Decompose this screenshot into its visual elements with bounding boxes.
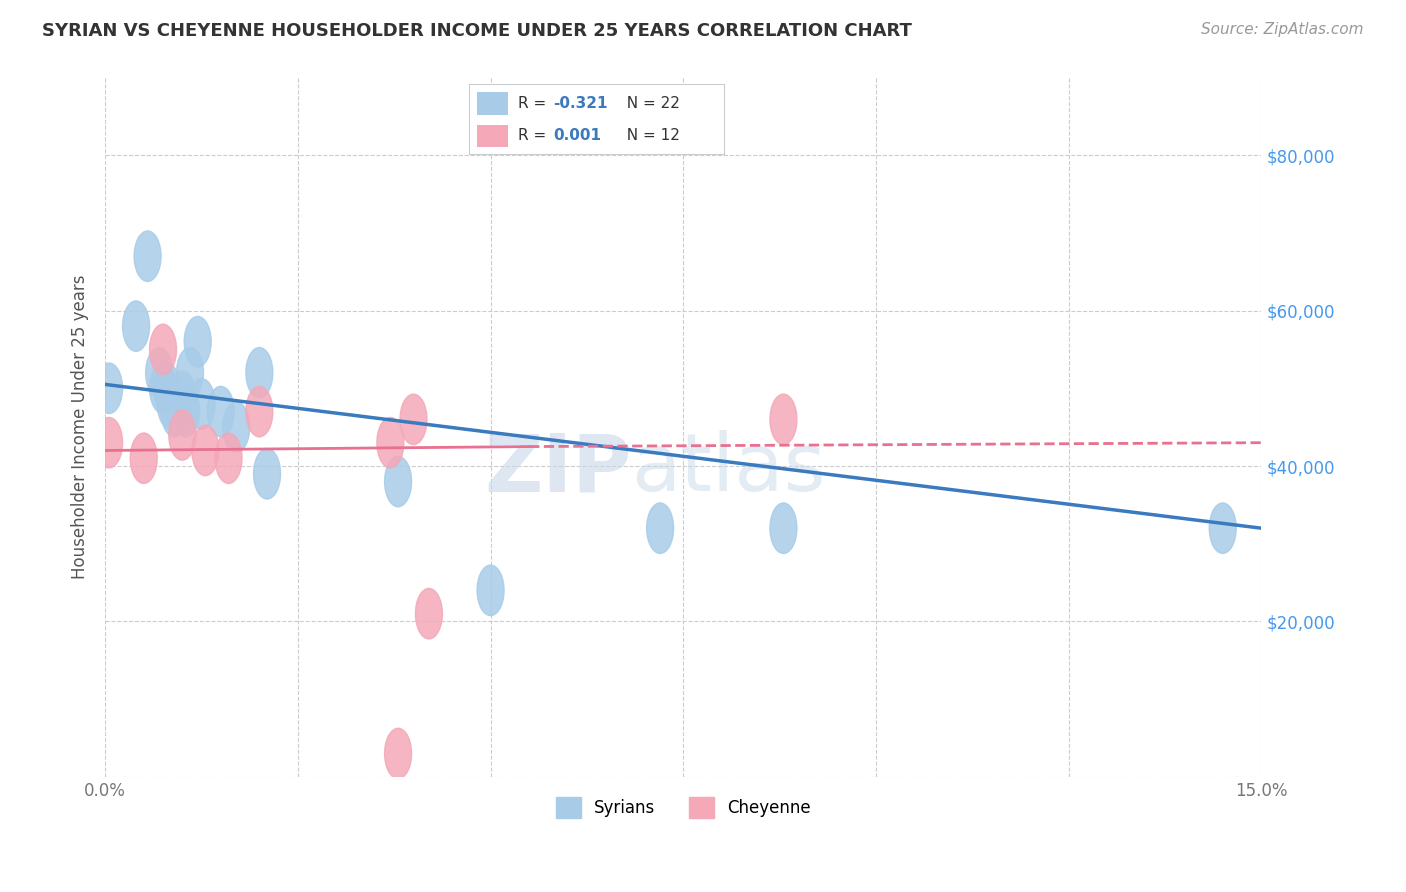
Ellipse shape [477, 566, 505, 615]
Ellipse shape [1209, 503, 1236, 553]
Ellipse shape [184, 317, 211, 367]
Legend: Syrians, Cheyenne: Syrians, Cheyenne [550, 791, 817, 824]
Ellipse shape [222, 402, 250, 452]
Ellipse shape [385, 728, 412, 779]
Ellipse shape [177, 348, 204, 398]
Text: ZIP: ZIP [484, 430, 631, 508]
Ellipse shape [96, 417, 122, 468]
Ellipse shape [134, 231, 162, 282]
Text: atlas: atlas [631, 430, 825, 508]
Ellipse shape [146, 348, 173, 398]
Ellipse shape [173, 386, 200, 437]
Ellipse shape [415, 589, 443, 639]
Ellipse shape [770, 394, 797, 444]
Ellipse shape [149, 324, 177, 375]
Ellipse shape [253, 449, 281, 499]
Ellipse shape [162, 386, 188, 437]
Ellipse shape [215, 433, 242, 483]
Ellipse shape [401, 394, 427, 444]
Ellipse shape [191, 425, 219, 475]
Ellipse shape [122, 301, 149, 351]
Ellipse shape [169, 409, 195, 460]
Ellipse shape [246, 386, 273, 437]
Ellipse shape [770, 503, 797, 553]
Ellipse shape [131, 433, 157, 483]
Ellipse shape [96, 363, 122, 414]
Ellipse shape [377, 417, 404, 468]
Ellipse shape [169, 371, 195, 421]
Ellipse shape [188, 378, 215, 429]
Ellipse shape [149, 363, 177, 414]
Ellipse shape [207, 386, 235, 437]
Ellipse shape [246, 348, 273, 398]
Ellipse shape [647, 503, 673, 553]
Y-axis label: Householder Income Under 25 years: Householder Income Under 25 years [72, 275, 89, 580]
Text: Source: ZipAtlas.com: Source: ZipAtlas.com [1201, 22, 1364, 37]
Ellipse shape [157, 378, 184, 429]
Ellipse shape [153, 363, 180, 414]
Ellipse shape [385, 457, 412, 507]
Text: SYRIAN VS CHEYENNE HOUSEHOLDER INCOME UNDER 25 YEARS CORRELATION CHART: SYRIAN VS CHEYENNE HOUSEHOLDER INCOME UN… [42, 22, 912, 40]
